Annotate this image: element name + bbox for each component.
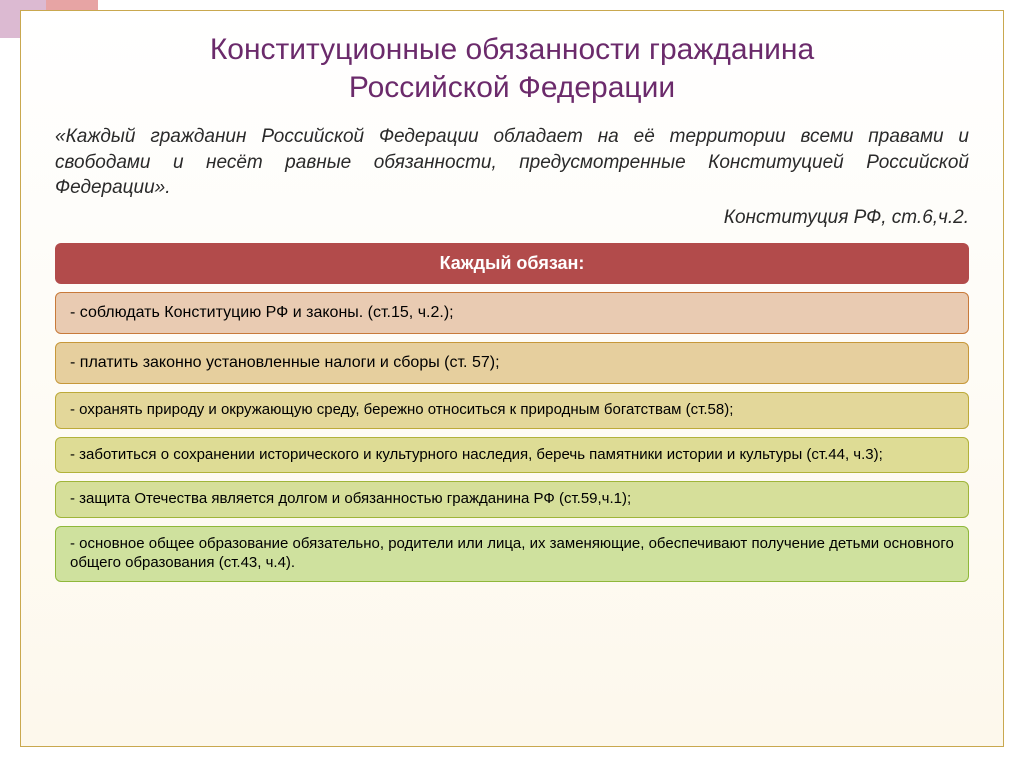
duty-text: - защита Отечества является долгом и обя…	[70, 490, 631, 507]
title-line-1: Конституционные обязанности гражданина	[210, 33, 814, 66]
duty-row: - платить законно установленные налоги и…	[55, 342, 969, 384]
constitution-quote: «Каждый гражданин Российской Федерации о…	[55, 124, 969, 201]
duty-text: - охранять природу и окружающую среду, б…	[70, 401, 733, 418]
slide-frame: Конституционные обязанности гражданина Р…	[20, 10, 1004, 747]
duty-row: - основное общее образование обязательно…	[55, 526, 969, 582]
duty-text: - основное общее образование обязательно…	[70, 535, 954, 571]
title-line-2: Российской Федерации	[349, 71, 675, 104]
duty-row: - охранять природу и окружающую среду, б…	[55, 392, 969, 429]
duty-row: - заботиться о сохранении исторического …	[55, 437, 969, 474]
duty-text: - соблюдать Конституцию РФ и законы. (ст…	[70, 304, 454, 321]
duty-row: - защита Отечества является долгом и обя…	[55, 481, 969, 518]
slide-title: Конституционные обязанности гражданина Р…	[55, 31, 969, 106]
duty-row: - соблюдать Конституцию РФ и законы. (ст…	[55, 292, 969, 334]
duties-list: - соблюдать Конституцию РФ и законы. (ст…	[55, 292, 969, 582]
table-header: Каждый обязан:	[55, 243, 969, 284]
table-header-text: Каждый обязан:	[440, 253, 585, 273]
quote-citation: Конституция РФ, ст.6,ч.2.	[55, 207, 969, 229]
duty-text: - платить законно установленные налоги и…	[70, 354, 500, 371]
duty-text: - заботиться о сохранении исторического …	[70, 446, 883, 463]
